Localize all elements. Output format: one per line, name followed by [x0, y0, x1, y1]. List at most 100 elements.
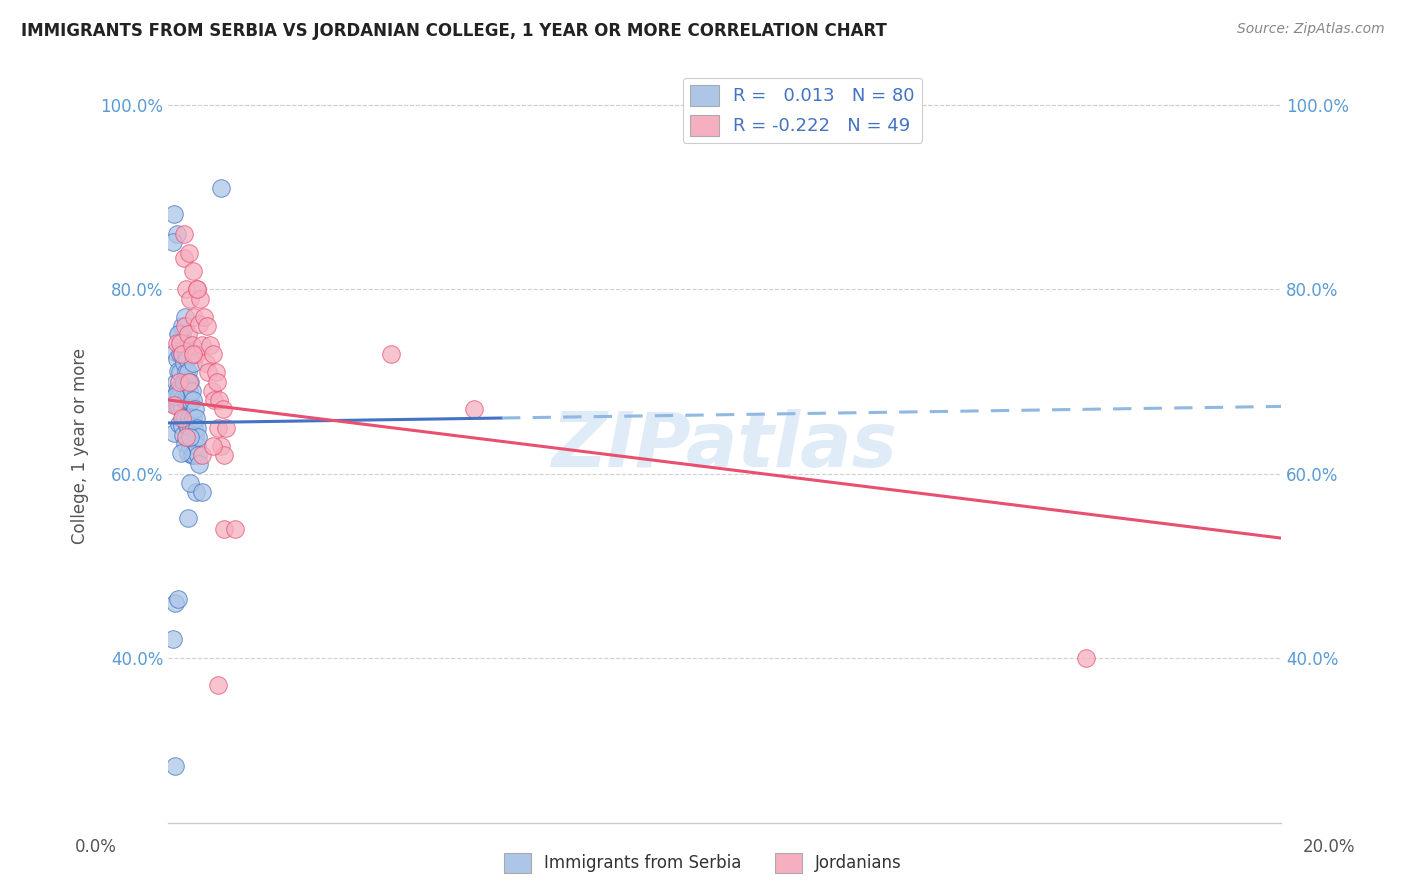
Point — [195, 319, 218, 334]
Point — [176, 375, 198, 389]
Point — [173, 335, 195, 350]
Point — [176, 326, 198, 341]
Legend: R =   0.013   N = 80, R = -0.222   N = 49: R = 0.013 N = 80, R = -0.222 N = 49 — [683, 78, 922, 143]
Point — [187, 458, 209, 472]
Y-axis label: College, 1 year or more: College, 1 year or more — [72, 348, 89, 544]
Point — [179, 392, 201, 407]
Point — [172, 409, 194, 424]
Point — [163, 595, 186, 609]
Point — [173, 356, 195, 370]
Point — [176, 389, 198, 403]
Point — [163, 389, 186, 403]
Point — [172, 347, 194, 361]
Point — [174, 283, 197, 297]
Point — [174, 345, 197, 359]
Point — [201, 384, 224, 398]
Point — [1076, 650, 1098, 665]
Point — [179, 439, 201, 453]
Point — [186, 283, 208, 297]
Point — [208, 392, 231, 407]
Point — [209, 181, 232, 195]
Point — [224, 522, 246, 536]
Point — [167, 591, 190, 606]
Point — [180, 420, 202, 434]
Point — [176, 418, 198, 433]
Point — [184, 430, 207, 444]
Point — [169, 335, 191, 350]
Point — [167, 389, 190, 403]
Point — [166, 352, 188, 367]
Point — [193, 310, 215, 324]
Point — [187, 318, 209, 332]
Point — [181, 356, 204, 370]
Point — [183, 448, 205, 462]
Point — [207, 678, 229, 692]
Point — [173, 375, 195, 389]
Point — [214, 420, 236, 434]
Point — [187, 430, 209, 444]
Point — [180, 448, 202, 462]
Point — [174, 437, 197, 451]
Point — [179, 411, 201, 425]
Point — [181, 392, 204, 407]
Point — [170, 382, 193, 396]
Point — [190, 448, 212, 462]
Point — [172, 347, 194, 361]
Point — [176, 511, 198, 525]
Point — [181, 264, 204, 278]
Point — [170, 446, 193, 460]
Point — [211, 402, 233, 417]
Point — [181, 411, 204, 425]
Point — [166, 363, 188, 377]
Text: 20.0%: 20.0% — [1302, 838, 1355, 856]
Point — [186, 420, 208, 434]
Point — [169, 335, 191, 350]
Point — [176, 392, 198, 407]
Point — [179, 375, 201, 389]
Point — [186, 283, 208, 297]
Point — [165, 759, 187, 773]
Point — [190, 292, 212, 306]
Text: 0.0%: 0.0% — [75, 838, 117, 856]
Point — [165, 375, 187, 389]
Point — [463, 402, 485, 417]
Point — [172, 428, 194, 442]
Point — [190, 337, 212, 351]
Point — [162, 235, 184, 249]
Point — [212, 448, 235, 462]
Point — [380, 347, 402, 361]
Point — [212, 522, 235, 536]
Point — [163, 426, 186, 441]
Point — [163, 207, 186, 221]
Point — [166, 335, 188, 350]
Point — [174, 310, 197, 324]
Point — [174, 365, 197, 379]
Point — [184, 402, 207, 417]
Point — [174, 392, 197, 407]
Point — [173, 251, 195, 265]
Point — [181, 347, 204, 361]
Point — [174, 411, 197, 425]
Point — [167, 382, 190, 396]
Point — [177, 446, 200, 460]
Point — [197, 365, 219, 379]
Point — [177, 365, 200, 379]
Point — [166, 399, 188, 413]
Point — [207, 420, 229, 434]
Point — [181, 384, 204, 398]
Point — [184, 347, 207, 361]
Point — [201, 439, 224, 453]
Point — [209, 439, 232, 453]
Point — [183, 420, 205, 434]
Point — [166, 227, 188, 242]
Point — [195, 356, 218, 370]
Text: ZIPatlas: ZIPatlas — [551, 409, 897, 483]
Point — [172, 375, 194, 389]
Point — [174, 319, 197, 334]
Point — [179, 245, 201, 260]
Point — [169, 417, 191, 431]
Text: IMMIGRANTS FROM SERBIA VS JORDANIAN COLLEGE, 1 YEAR OR MORE CORRELATION CHART: IMMIGRANTS FROM SERBIA VS JORDANIAN COLL… — [21, 22, 887, 40]
Point — [172, 319, 194, 334]
Point — [198, 337, 221, 351]
Point — [184, 411, 207, 425]
